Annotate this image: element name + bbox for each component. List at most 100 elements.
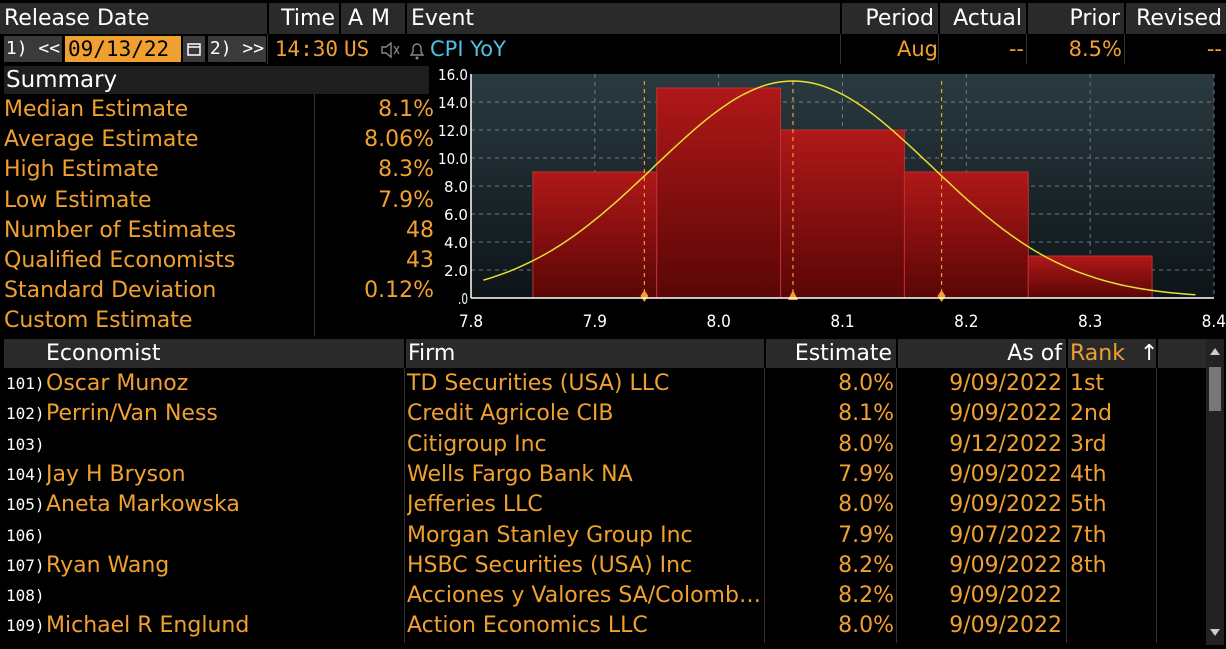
estimate-value: 8.2% bbox=[838, 552, 894, 578]
col-prior[interactable]: Prior bbox=[1028, 3, 1124, 34]
estimate-value: 7.9% bbox=[838, 461, 894, 487]
economist-name[interactable]: Aneta Markowska bbox=[46, 492, 240, 518]
economist-name[interactable]: Perrin/Van Ness bbox=[46, 401, 218, 427]
row-number: 101) bbox=[6, 374, 44, 393]
calendar-icon[interactable] bbox=[183, 36, 205, 62]
estimate-value: 8.2% bbox=[838, 583, 894, 609]
actual-value: -- bbox=[1008, 37, 1024, 61]
rank-value: 2nd bbox=[1070, 401, 1112, 427]
table-row[interactable]: 109) Michael R Englund Action Economics LL… bbox=[4, 611, 1204, 641]
x-tick-label: 8.3 bbox=[1078, 312, 1102, 332]
firm-name[interactable]: HSBC Securities (USA) Inc bbox=[407, 552, 693, 578]
firm-name[interactable]: Citigroup Inc bbox=[407, 431, 547, 457]
summary-value: 43 bbox=[406, 248, 434, 273]
estimate-value: 7.9% bbox=[838, 522, 894, 548]
speaker-icon[interactable] bbox=[379, 38, 403, 62]
histogram-bar bbox=[903, 171, 1029, 299]
col-actual[interactable]: Actual bbox=[940, 3, 1026, 34]
firm-name[interactable]: Acciones y Valores SA/Colomb… bbox=[407, 583, 761, 609]
release-date-field[interactable]: 09/13/22 bbox=[65, 36, 181, 62]
y-tick-label: 16.0 bbox=[438, 66, 468, 84]
x-tick-label: 7.9 bbox=[583, 312, 607, 332]
economist-name[interactable]: Jay H Bryson bbox=[46, 461, 186, 487]
table-row[interactable]: 104) Jay H Bryson Wells Fargo Bank NA 7.9% 9… bbox=[4, 460, 1204, 490]
sort-ascending-icon[interactable]: ↑ bbox=[1140, 341, 1156, 366]
estimate-value: 8.0% bbox=[838, 431, 894, 457]
col-as-of[interactable]: As of bbox=[898, 339, 1066, 368]
x-tick-label: 7.8 bbox=[459, 312, 483, 332]
scrollbar-thumb[interactable] bbox=[1209, 367, 1221, 411]
summary-value: 8.06% bbox=[364, 127, 434, 153]
x-tick-label: 8.0 bbox=[707, 312, 731, 332]
table-row[interactable]: 106) Morgan Stanley Group Inc 7.9% 9/07/202… bbox=[4, 521, 1204, 551]
x-tick-label: 8.4 bbox=[1202, 312, 1226, 332]
col-economist[interactable]: Economist bbox=[4, 339, 404, 368]
row-number: 106) bbox=[6, 525, 44, 545]
col-event[interactable]: Event bbox=[407, 3, 840, 34]
summary-value: 48 bbox=[406, 217, 434, 243]
summary-label: Low Estimate bbox=[4, 187, 152, 213]
y-tick-label: 6.0 bbox=[444, 206, 468, 224]
table-row[interactable]: 105) Aneta Markowska Jefferies LLC 8.0% 9/09… bbox=[4, 490, 1204, 520]
col-period[interactable]: Period bbox=[842, 3, 938, 34]
firm-name[interactable]: Credit Agricole CIB bbox=[407, 401, 614, 427]
y-tick-label: 10.0 bbox=[438, 150, 468, 168]
summary-label: Standard Deviation bbox=[4, 278, 217, 304]
rank-value: 7th bbox=[1070, 522, 1107, 548]
firm-name[interactable]: Action Economics LLC bbox=[407, 613, 648, 639]
summary-value[interactable] bbox=[316, 306, 434, 336]
col-blank bbox=[1158, 339, 1206, 368]
release-time: 14:30 bbox=[274, 37, 338, 61]
y-tick-label: 2.0 bbox=[444, 262, 468, 280]
economist-name[interactable]: Michael R Englund bbox=[46, 613, 250, 639]
histogram-bar bbox=[656, 87, 782, 299]
col-time[interactable]: Time bbox=[269, 3, 339, 34]
summary-title: Summary bbox=[4, 66, 429, 94]
period-value: Aug bbox=[896, 37, 938, 61]
economist-name[interactable]: Ryan Wang bbox=[46, 552, 170, 578]
firm-name[interactable]: Wells Fargo Bank NA bbox=[407, 461, 633, 487]
table-row[interactable]: 101) Oscar Munoz TD Securities (USA) LLC 8.… bbox=[4, 369, 1204, 399]
economist-name[interactable]: Oscar Munoz bbox=[46, 371, 189, 396]
firm-name[interactable]: Morgan Stanley Group Inc bbox=[407, 522, 693, 548]
table-row[interactable]: 102) Perrin/Van Ness Credit Agricole CIB 8.… bbox=[4, 399, 1204, 429]
col-estimate[interactable]: Estimate bbox=[766, 339, 896, 368]
histogram-bar bbox=[780, 129, 905, 299]
row-number: 105) bbox=[6, 495, 44, 515]
event-name[interactable]: CPI YoY bbox=[430, 37, 506, 61]
col-release-date[interactable]: Release Date bbox=[0, 3, 267, 34]
scroll-up-icon[interactable] bbox=[1208, 343, 1222, 361]
y-tick-label: 4.0 bbox=[444, 234, 468, 252]
release-country: US bbox=[344, 37, 370, 61]
table-row[interactable]: 103) Citigroup Inc 8.0% 9/12/2022 3rd bbox=[4, 430, 1204, 460]
summary-label: Number of Estimates bbox=[4, 217, 237, 243]
col-a[interactable]: A bbox=[347, 6, 372, 31]
row-number: 107) bbox=[6, 555, 44, 575]
prior-value: 8.5% bbox=[1068, 37, 1122, 61]
col-firm[interactable]: Firm bbox=[406, 339, 764, 368]
firm-name[interactable]: Jefferies LLC bbox=[407, 492, 543, 518]
scroll-down-icon[interactable] bbox=[1208, 623, 1222, 641]
summary-label: High Estimate bbox=[4, 157, 159, 183]
col-revised[interactable]: Revised bbox=[1126, 3, 1226, 34]
rank-value: 4th bbox=[1070, 461, 1107, 487]
estimate-value: 8.1% bbox=[838, 401, 894, 427]
summary-value: 7.9% bbox=[378, 187, 434, 213]
col-a-m[interactable]: AM bbox=[341, 3, 405, 34]
summary-value: 8.1% bbox=[378, 97, 434, 122]
col-rank[interactable]: Rank ↑ bbox=[1068, 339, 1156, 368]
as-of-date: 9/09/2022 bbox=[949, 461, 1062, 487]
as-of-date: 9/12/2022 bbox=[949, 431, 1062, 457]
y-tick-label: 8.0 bbox=[444, 178, 468, 196]
prev-date-button[interactable]: 1) << bbox=[4, 36, 62, 62]
row-number: 108) bbox=[6, 586, 44, 606]
as-of-date: 9/09/2022 bbox=[949, 371, 1062, 396]
histogram-bar bbox=[1027, 255, 1153, 299]
col-m[interactable]: M bbox=[371, 6, 399, 31]
table-row[interactable]: 107) Ryan Wang HSBC Securities (USA) Inc 8.… bbox=[4, 551, 1204, 581]
table-scrollbar[interactable] bbox=[1206, 339, 1224, 645]
next-date-button[interactable]: 2) >> bbox=[208, 36, 266, 62]
table-row[interactable]: 108) Acciones y Valores SA/Colomb… 8.2% 9/0… bbox=[4, 581, 1204, 611]
bell-icon[interactable] bbox=[405, 38, 429, 62]
firm-name[interactable]: TD Securities (USA) LLC bbox=[407, 371, 670, 396]
